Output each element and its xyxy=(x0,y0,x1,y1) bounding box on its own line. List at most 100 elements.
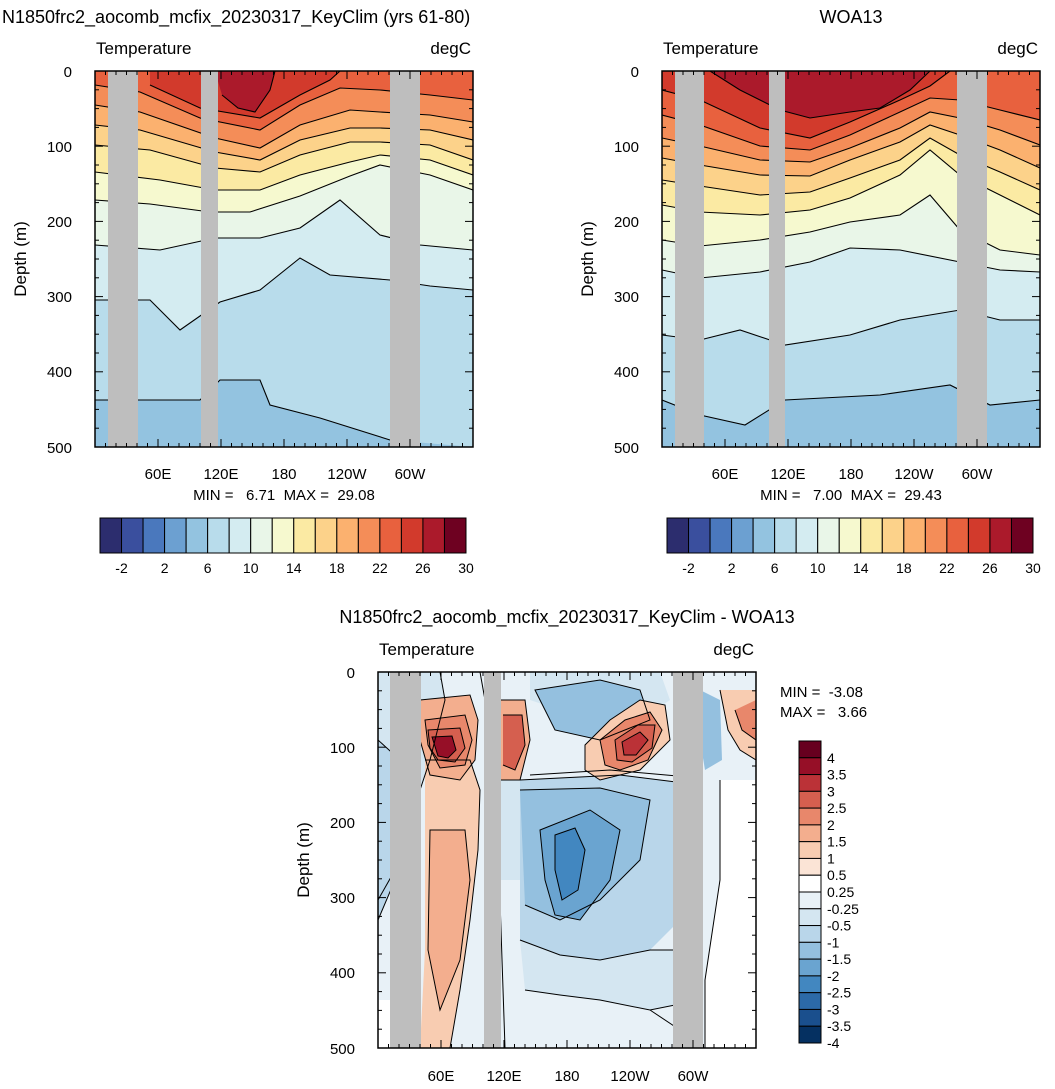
panel-diff-colorbar-label: 1 xyxy=(827,850,835,866)
panel-model-colorbar-swatch xyxy=(99,517,123,554)
panel-model-colorbar-swatch xyxy=(207,517,230,554)
panel-model-stats: MIN = 6.71 MAX = 29.08 xyxy=(193,487,375,504)
panel-diff-colorbar-swatch xyxy=(798,841,822,859)
panel-obs-colorbar-swatch xyxy=(688,517,711,554)
panel-model-colorbar-swatch xyxy=(314,517,338,554)
panel-obs-colorbar-label: 18 xyxy=(896,560,912,576)
panel-model-colorbar-label: -2 xyxy=(115,560,128,576)
panel-obs-ytick: 0 xyxy=(631,64,639,81)
panel-diff-ytick: 0 xyxy=(347,665,355,682)
panel-model-colorbar-swatch xyxy=(164,517,187,554)
panel-diff-colorbar-swatch xyxy=(798,992,822,1010)
panel-diff-xtick: 60W xyxy=(678,1068,710,1085)
panel-obs-colorbar-swatch xyxy=(967,517,991,554)
panel-model-colorbar-swatch xyxy=(121,517,144,554)
panel-diff-colorbar-label: 3.5 xyxy=(827,767,847,783)
panel-obs-colorbar-swatch xyxy=(666,517,690,554)
panel-diff-ylabel: Depth (m) xyxy=(294,822,313,898)
panel-diff-colorbar-label: 1.5 xyxy=(827,834,847,850)
panel-model-colorbar-swatch xyxy=(142,517,166,554)
panel-obs-ytick: 400 xyxy=(614,364,639,381)
panel-model-xtick: 120E xyxy=(203,466,238,483)
panel-model-colorbar-label: 6 xyxy=(204,560,212,576)
panel-diff-colorbar: 43.532.521.510.50.25-0.25-0.5-1-1.5-2-2.… xyxy=(798,740,859,1051)
panel-diff-tickmarks xyxy=(377,671,757,1049)
panel-obs-xticks: 60E 120E 180 120W 60W xyxy=(712,466,994,483)
panel-obs-land-mask xyxy=(675,71,987,447)
panel-model-xtick: 180 xyxy=(271,466,296,483)
panel-obs-colorbar-label: 2 xyxy=(728,560,736,576)
panel-obs-title: WOA13 xyxy=(819,7,882,27)
panel-obs-variable-label: Temperature xyxy=(663,39,758,58)
panel-obs-field xyxy=(662,71,1040,447)
panel-diff-ytick: 300 xyxy=(330,890,355,907)
panel-obs-colorbar-swatch xyxy=(924,517,948,554)
panel-diff-colorbar-swatch xyxy=(798,774,822,792)
panel-model-contours xyxy=(95,71,473,441)
panel-diff-colorbar-swatch xyxy=(798,790,822,809)
panel-diff: N1850frc2_aocomb_mcfix_20230317_KeyClim … xyxy=(294,607,867,1085)
panel-obs-colorbar-swatch xyxy=(795,517,819,554)
panel-obs-xtick: 60E xyxy=(712,466,739,483)
panel-diff-colorbar-swatch xyxy=(798,941,822,960)
panel-diff-yticks: 0 100 200 300 400 500 xyxy=(330,665,355,1058)
panel-model-colorbar-swatch xyxy=(228,517,252,554)
panel-diff-variable-label: Temperature xyxy=(379,640,474,659)
panel-obs-xtick: 60W xyxy=(962,466,994,483)
panel-obs-colorbar: -2 2 6 10 14 18 22 26 30 xyxy=(666,517,1041,576)
panel-diff-xtick: 120E xyxy=(486,1068,521,1085)
panel-model-ytick: 400 xyxy=(47,364,72,381)
panel-obs-colorbar-swatch xyxy=(860,517,883,554)
panel-obs-colorbar-swatch xyxy=(774,517,797,554)
panel-diff-xtick: 60E xyxy=(428,1068,455,1085)
panel-diff-colorbar-label: -1.5 xyxy=(827,951,851,967)
panel-obs-ytick: 500 xyxy=(614,440,639,457)
panel-diff-xtick: 120W xyxy=(610,1068,650,1085)
panel-model-ytick: 0 xyxy=(64,64,72,81)
panel-diff-colorbar-swatch xyxy=(798,824,822,843)
panel-model-colorbar-label: 22 xyxy=(372,560,388,576)
panel-diff-colorbar-swatch xyxy=(798,908,822,927)
panel-obs-colorbar-label: 14 xyxy=(853,560,869,576)
panel-diff-colorbar-swatch xyxy=(798,925,822,943)
panel-diff-land-mask xyxy=(390,672,703,1048)
panel-obs-colorbar-swatch xyxy=(709,517,733,554)
panel-obs-colorbar-swatch xyxy=(731,517,754,554)
panel-obs-colorbar-label: 22 xyxy=(939,560,955,576)
panel-model-ytick: 300 xyxy=(47,289,72,306)
panel-model-colorbar-swatch xyxy=(336,517,359,554)
panel-obs-ylabel: Depth (m) xyxy=(578,221,597,297)
panel-model-xtick: 120W xyxy=(327,466,367,483)
panel-diff-colorbar-label: 0.25 xyxy=(827,884,854,900)
panel-diff-colorbar-swatch xyxy=(798,958,822,977)
panel-diff-unit-label: degC xyxy=(713,640,754,659)
panel-obs-ytick: 300 xyxy=(614,289,639,306)
panel-diff-colorbar-label: -2 xyxy=(827,968,840,984)
panel-diff-colorbar-swatch xyxy=(798,757,822,776)
panel-diff-min: MIN = -3.08 xyxy=(780,684,863,701)
panel-model-colorbar-label: 10 xyxy=(243,560,259,576)
panel-obs-unit-label: degC xyxy=(997,39,1038,58)
panel-diff-xtick: 180 xyxy=(554,1068,579,1085)
panel-diff-colorbar-label: 2.5 xyxy=(827,800,847,816)
panel-diff-ytick: 100 xyxy=(330,740,355,757)
panel-obs-colorbar-label: 10 xyxy=(810,560,826,576)
panel-diff-colorbar-label: 2 xyxy=(827,817,835,833)
panel-obs-colorbar-swatch xyxy=(752,517,776,554)
panel-model-variable-label: Temperature xyxy=(96,39,191,58)
panel-diff-colorbar-swatch xyxy=(798,740,822,759)
panel-model-ytick: 100 xyxy=(47,139,72,156)
panel-diff-ytick: 400 xyxy=(330,965,355,982)
panel-diff-colorbar-label: -0.25 xyxy=(827,901,859,917)
panel-diff-colorbar-swatch xyxy=(798,807,822,826)
panel-model-field xyxy=(95,71,473,447)
panel-model-colorbar-swatch xyxy=(422,517,445,554)
panel-diff-colorbar-swatch xyxy=(798,857,822,876)
panel-diff-colorbar-swatch xyxy=(798,1025,822,1044)
panel-diff-colorbar-label: 3 xyxy=(827,783,835,799)
panel-obs-yticks: 0 100 200 300 400 500 xyxy=(614,64,639,457)
panel-diff-ytick: 500 xyxy=(330,1041,355,1058)
panel-diff-colorbar-label: -3 xyxy=(827,1001,840,1017)
panel-obs-colorbar-swatch xyxy=(838,517,862,554)
panel-model-yticks: 0 100 200 300 400 500 xyxy=(47,64,72,457)
